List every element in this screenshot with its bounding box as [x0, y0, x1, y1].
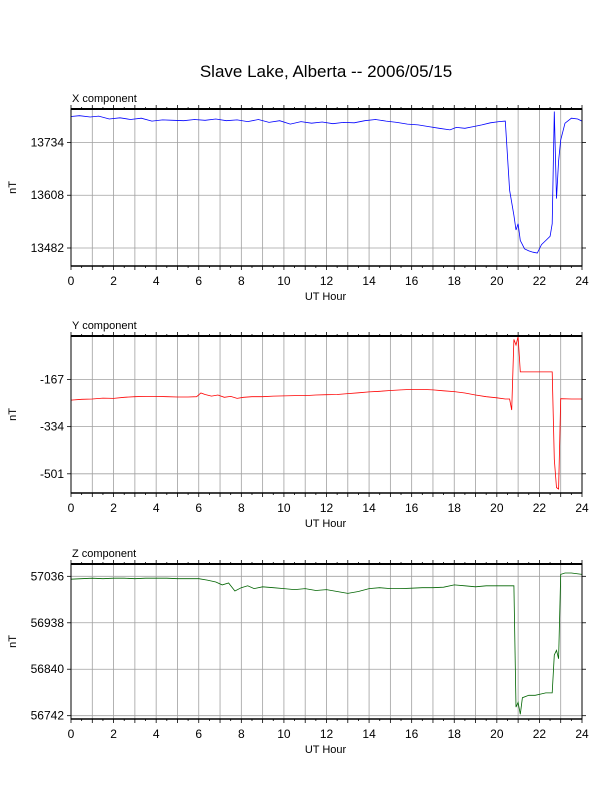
y-tick-label: -501	[40, 467, 64, 481]
x-tick-label: 0	[68, 501, 75, 515]
x-tick-label: 24	[575, 727, 589, 741]
y-tick-label: -334	[40, 420, 64, 434]
x-tick-label: 2	[110, 727, 117, 741]
y-tick-label: 56742	[31, 709, 65, 723]
y-tick-label: 56938	[31, 616, 65, 630]
x-tick-label: 18	[448, 274, 462, 288]
x-tick-label: 4	[153, 727, 160, 741]
data-series-line	[70, 572, 583, 715]
x-tick-label: 4	[153, 274, 160, 288]
x-tick-label: 22	[533, 727, 547, 741]
y-axis-label: nT	[7, 635, 19, 648]
panel-title: Y component	[72, 320, 137, 332]
x-tick-label: 14	[362, 274, 376, 288]
x-tick-label: 22	[533, 501, 547, 515]
x-tick-label: 8	[238, 501, 245, 515]
data-series-line	[70, 111, 583, 254]
x-tick-label: 2	[110, 501, 117, 515]
panel-title: X component	[72, 93, 137, 105]
x-tick-label: 8	[238, 274, 245, 288]
x-tick-label: 0	[68, 274, 75, 288]
main-title: Slave Lake, Alberta -- 2006/05/15	[200, 62, 452, 81]
y-axis-label: nT	[7, 181, 19, 194]
x-axis-label: UT Hour	[305, 291, 347, 303]
x-tick-label: 0	[68, 727, 75, 741]
y-tick-label: 13734	[31, 135, 65, 149]
x-tick-label: 14	[362, 501, 376, 515]
x-tick-label: 18	[448, 727, 462, 741]
y-tick-label: 13482	[31, 241, 65, 255]
x-tick-label: 24	[575, 501, 589, 515]
x-tick-label: 24	[575, 274, 589, 288]
x-tick-label: 14	[362, 727, 376, 741]
x-tick-label: 2	[110, 274, 117, 288]
x-tick-label: 20	[490, 501, 504, 515]
x-tick-label: 6	[195, 501, 202, 515]
panel-title: Z component	[72, 548, 136, 560]
x-tick-label: 16	[405, 274, 419, 288]
x-tick-label: 12	[320, 274, 334, 288]
x-tick-label: 22	[533, 274, 547, 288]
x-tick-label: 6	[195, 274, 202, 288]
data-series-line	[70, 336, 582, 490]
y-axis-label: nT	[7, 408, 19, 421]
x-tick-label: 12	[320, 501, 334, 515]
x-tick-label: 4	[153, 501, 160, 515]
x-tick-label: 8	[238, 727, 245, 741]
y-tick-label: 13608	[31, 188, 65, 202]
x-tick-label: 16	[405, 501, 419, 515]
x-tick-label: 6	[195, 727, 202, 741]
x-tick-label: 20	[490, 274, 504, 288]
x-tick-label: 10	[277, 727, 291, 741]
x-tick-label: 10	[277, 501, 291, 515]
x-axis-label: UT Hour	[305, 744, 347, 756]
x-tick-label: 10	[277, 274, 291, 288]
y-tick-label: 56840	[31, 662, 65, 676]
y-tick-label: -167	[40, 372, 64, 386]
x-tick-label: 18	[448, 501, 462, 515]
x-tick-label: 20	[490, 727, 504, 741]
x-tick-label: 12	[320, 727, 334, 741]
y-tick-label: 57036	[31, 569, 65, 583]
x-tick-label: 16	[405, 727, 419, 741]
x-axis-label: UT Hour	[305, 518, 347, 530]
